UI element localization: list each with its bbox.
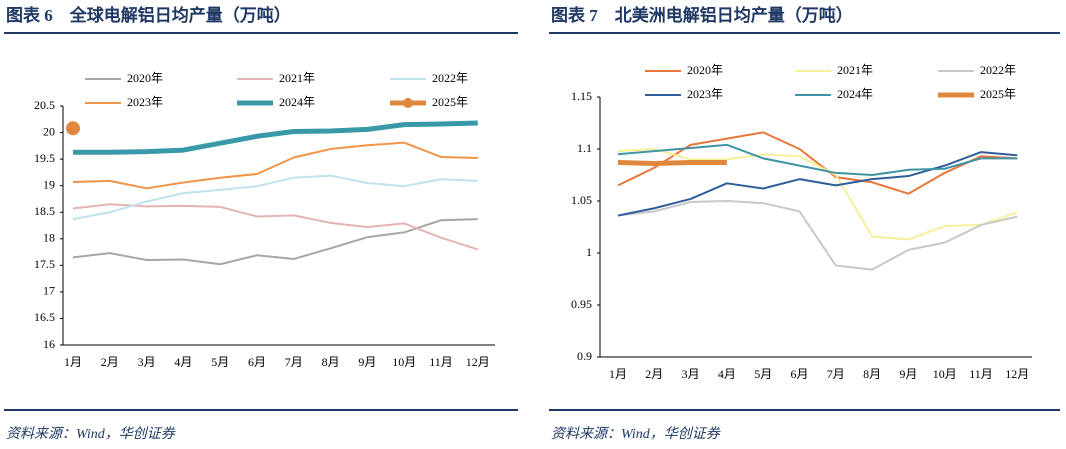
source-note: 资料来源：Wind，华创证券 — [6, 426, 176, 442]
x-tick-label: 12月 — [466, 355, 490, 369]
x-tick-label: 1月 — [609, 367, 627, 381]
x-tick-label: 6月 — [790, 367, 808, 381]
x-tick-label: 2月 — [645, 367, 663, 381]
legend-label: 2021年 — [279, 71, 315, 85]
data-line — [72, 203, 479, 251]
x-tick-label: 3月 — [138, 355, 156, 369]
chart-title: 图表 7 北美洲电解铝日均产量（万吨） — [551, 5, 853, 25]
data-line — [617, 200, 1018, 271]
data-line — [617, 148, 1018, 241]
x-tick-label: 10月 — [392, 355, 416, 369]
y-tick-label: 19 — [43, 177, 55, 191]
data-line — [617, 151, 1018, 217]
legend-label: 2023年 — [687, 87, 723, 101]
data-line — [617, 143, 1018, 176]
x-tick-label: 7月 — [827, 367, 845, 381]
x-tick-label: 5月 — [754, 367, 772, 381]
data-line — [617, 160, 727, 167]
legend-label: 2025年 — [432, 95, 468, 109]
source-note: 资料来源：Wind，华创证券 — [551, 426, 721, 442]
y-tick-label: 20.5 — [34, 98, 55, 112]
legend-label: 2022年 — [432, 71, 468, 85]
y-tick-label: 0.95 — [571, 297, 592, 311]
y-tick-label: 18 — [43, 231, 55, 245]
y-tick-label: 17.5 — [34, 257, 55, 271]
legend-label: 2022年 — [980, 63, 1016, 77]
y-tick-label: 19.5 — [34, 151, 55, 165]
x-tick-label: 10月 — [933, 367, 957, 381]
x-tick-label: 11月 — [429, 355, 453, 369]
x-tick-label: 9月 — [899, 367, 917, 381]
x-tick-label: 6月 — [248, 355, 266, 369]
legend-label: 2023年 — [127, 95, 163, 109]
x-tick-label: 5月 — [211, 355, 229, 369]
x-tick-label: 4月 — [718, 367, 736, 381]
x-tick-label: 3月 — [682, 367, 700, 381]
x-tick-label: 9月 — [358, 355, 376, 369]
legend-label: 2020年 — [687, 63, 723, 77]
y-tick-label: 1.1 — [577, 141, 592, 155]
x-tick-label: 12月 — [1005, 367, 1029, 381]
x-tick-label: 2月 — [101, 355, 119, 369]
data-line — [73, 120, 478, 155]
legend-marker — [403, 98, 413, 108]
y-tick-label: 16 — [43, 337, 55, 351]
x-tick-label: 4月 — [174, 355, 192, 369]
legend-label: 2020年 — [127, 71, 163, 85]
x-tick-label: 7月 — [285, 355, 303, 369]
y-tick-label: 17 — [43, 284, 55, 298]
x-tick-label: 8月 — [863, 367, 881, 381]
legend-label: 2024年 — [837, 87, 873, 101]
y-tick-label: 0.9 — [577, 349, 592, 363]
legend-label: 2021年 — [837, 63, 873, 77]
x-tick-label: 8月 — [322, 355, 340, 369]
data-line — [72, 141, 478, 190]
y-tick-label: 18.5 — [34, 204, 55, 218]
data-line — [72, 218, 478, 266]
y-tick-label: 20 — [43, 124, 55, 138]
x-tick-label: 1月 — [64, 355, 82, 369]
legend-label: 2025年 — [980, 87, 1016, 101]
y-tick-label: 1 — [586, 245, 592, 259]
chart-title: 图表 6 全球电解铝日均产量（万吨） — [6, 5, 291, 25]
data-point — [66, 121, 80, 136]
y-tick-label: 1.15 — [571, 89, 592, 103]
x-tick-label: 11月 — [969, 367, 993, 381]
legend-label: 2024年 — [279, 95, 315, 109]
y-tick-label: 1.05 — [571, 193, 592, 207]
data-line — [72, 174, 478, 221]
y-tick-label: 16.5 — [34, 310, 55, 324]
